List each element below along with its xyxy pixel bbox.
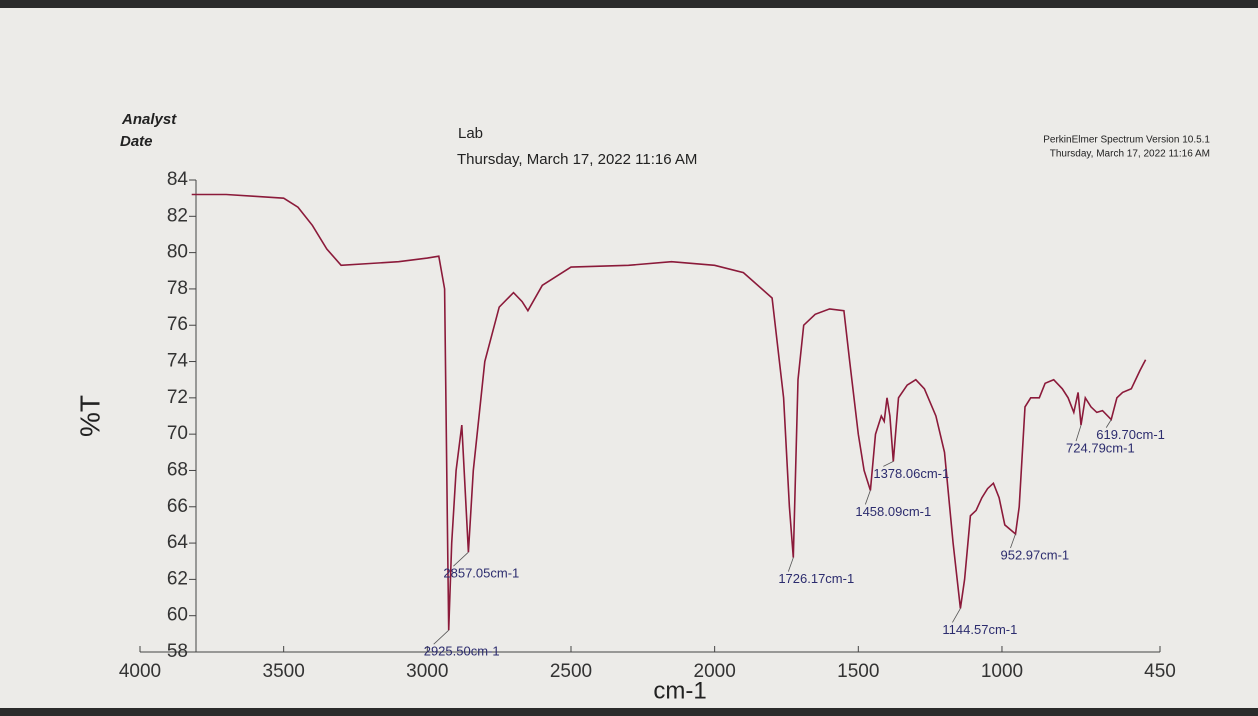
y-tick-label: 68 xyxy=(167,459,188,480)
annotation: 1726.17cm-1 xyxy=(778,571,854,586)
y-tick-label: 80 xyxy=(167,242,188,263)
annotation: 1378.06cm-1 xyxy=(873,466,949,481)
annotation-leader xyxy=(1075,424,1082,442)
y-tick-label: 64 xyxy=(167,532,189,553)
x-tick-label: 4000 xyxy=(119,661,161,682)
x-tick-label: 1500 xyxy=(837,661,879,682)
annotation: 619.70cm-1 xyxy=(1096,427,1165,442)
annotation: 2925.50cm-1 xyxy=(424,644,500,659)
y-tick-label: 72 xyxy=(167,387,188,408)
annotation-leader xyxy=(453,551,469,567)
x-tick-label: 3500 xyxy=(263,661,305,682)
annotation-leader xyxy=(952,608,961,623)
software: PerkinElmer Spectrum Version 10.5.1 xyxy=(1043,135,1210,146)
annotation-leader xyxy=(1010,533,1016,549)
y-tick-label: 60 xyxy=(167,605,188,626)
y-tick-label: 82 xyxy=(167,205,188,226)
software-date: Thursday, March 17, 2022 11:16 AM xyxy=(1050,149,1210,160)
date: Date xyxy=(120,133,153,150)
y-tick-label: 84 xyxy=(167,169,189,190)
spectrum-line xyxy=(191,193,1147,631)
x-tick-label: 2500 xyxy=(550,661,592,682)
annotation-leader xyxy=(787,557,794,572)
lab-date: Thursday, March 17, 2022 11:16 AM xyxy=(457,151,697,168)
y-tick-label: 70 xyxy=(167,423,188,444)
paper xyxy=(0,8,1258,708)
annotation: 952.97cm-1 xyxy=(1000,547,1069,562)
y-axis-label: %T xyxy=(74,395,105,437)
annotation: 1144.57cm-1 xyxy=(942,622,1017,637)
x-axis-label: cm-1 xyxy=(653,677,706,704)
y-tick-label: 76 xyxy=(167,314,188,335)
annotation: 2857.05cm-1 xyxy=(443,566,519,581)
x-tick-label: 1000 xyxy=(981,661,1023,682)
analyst: Analyst xyxy=(121,111,177,128)
x-tick-label: 3000 xyxy=(406,661,448,682)
y-tick-label: 62 xyxy=(167,568,188,589)
y-tick-label: 74 xyxy=(167,351,189,372)
annotation: 1458.09cm-1 xyxy=(855,504,931,519)
annotation: 724.79cm-1 xyxy=(1066,441,1135,456)
y-tick-label: 58 xyxy=(167,641,188,662)
x-tick-label: 2000 xyxy=(694,661,736,682)
y-tick-label: 66 xyxy=(167,496,188,517)
x-tick-label: 450 xyxy=(1144,661,1176,682)
annotation-leader xyxy=(864,490,871,505)
annotation-leader xyxy=(433,629,450,645)
y-tick-label: 78 xyxy=(167,278,188,299)
lab: Lab xyxy=(458,125,483,142)
annotation-leader xyxy=(883,461,894,467)
annotation-leader xyxy=(1105,419,1112,428)
